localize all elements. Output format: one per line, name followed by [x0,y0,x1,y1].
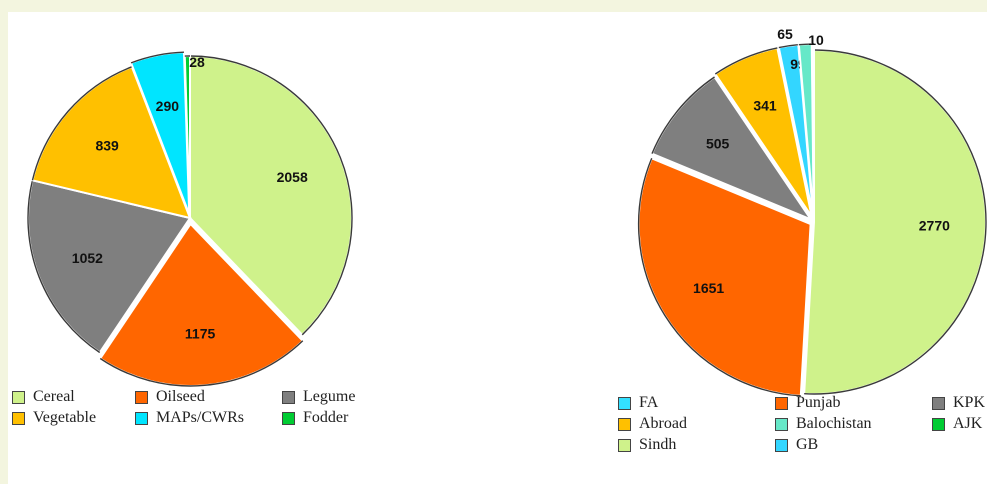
legend-label: KPK [953,394,986,411]
legend-label: FA [639,394,659,411]
legend-label: Oilseed [156,388,205,405]
legend-label: GB [796,436,819,453]
legend-label: MAPs/CWRs [156,409,245,426]
legend-label: Balochistan [796,415,872,432]
source-legend-item-kpk: KPK [932,394,987,412]
source-slice-edge-sindh [804,49,987,395]
source-slice-sindh [803,48,987,395]
legend-label: AJK [953,415,983,432]
legend-swatch [775,396,788,410]
legend-label: Punjab [796,394,841,411]
source-legend-item-ajk: AJK [932,415,987,433]
legend-swatch [282,411,295,425]
source-data-label-kpk: 505 [706,135,730,151]
crop-legend-item-maps-cwrs: MAPs/CWRs [135,409,282,427]
source-data-label-ajk: 10 [808,32,824,48]
legend-swatch [932,396,945,410]
legend-crop-groups: Cereal Oilseed Legume Vegetable MAPs/CWRs Fod… [12,388,382,427]
legend-label: Fodder [303,409,349,426]
legend-swatch [618,396,631,410]
crop-slice-edge-oilseed [99,340,304,387]
crop-data-label-oilseed: 1175 [185,326,216,342]
crop-slice-edge-maps-cwrs [130,51,184,64]
source-legend-item-gb: GB [775,436,932,454]
legend-swatch [135,411,148,425]
source-legend-item-abroad: Abroad [618,415,775,433]
legend-label: Vegetable [33,409,97,426]
crop-legend-item-vegetable: Vegetable [12,409,135,427]
source-data-label-balochistan: 65 [777,26,793,42]
crop-legend-item-fodder: Fodder [282,409,382,427]
legend-swatch [618,438,631,452]
source-legend-item-punjab: Punjab [775,394,932,412]
crop-slice-edge-legume [27,180,101,354]
legend-swatch [282,390,295,404]
legend-label: Sindh [639,436,677,453]
crop-slice-edge-vegetable [31,66,133,181]
source-legend-item-sindh: Sindh [618,436,775,454]
source-legend-item-balochistan: Balochistan [775,415,932,433]
legend-swatch [775,438,788,452]
crop-legend-item-cereal: Cereal [12,388,135,406]
crop-legend-item-legume: Legume [282,388,382,406]
crop-data-label-maps-cwrs: 290 [156,98,180,114]
source-slice-edge-kpk [651,76,715,154]
crop-data-label-vegetable: 839 [95,137,119,153]
legend-swatch [12,390,25,404]
source-slice-edge-punjab [637,158,801,397]
legend-label: Cereal [33,388,75,405]
crop-data-label-legume: 1052 [72,250,103,266]
legend-swatch [618,417,631,431]
crop-pie: 2058 1175 1052 839 290 28 [27,51,353,387]
legend-swatch [135,390,148,404]
source-slice-edge-abroad [714,47,778,75]
crop-slice-edge-cereal [189,55,353,336]
crop-legend-item-oilseed: Oilseed [135,388,282,406]
source-data-label-punjab: 1651 [693,280,724,296]
crop-data-label-fodder: 28 [189,54,205,70]
legend-swatch [12,411,25,425]
legend-sources: FA Punjab KPK Abroad Balochistan AJK Sindh GB [618,394,987,454]
legend-label: Legume [303,388,356,405]
source-data-label-abroad: 341 [753,97,777,113]
crop-data-label-cereal: 2058 [277,169,308,185]
legend-label: Abroad [639,415,687,432]
source-data-label-sindh: 2770 [919,217,950,233]
legend-swatch [775,417,788,431]
source-legend-item-fa: FA [618,394,775,412]
legend-swatch [932,417,945,431]
